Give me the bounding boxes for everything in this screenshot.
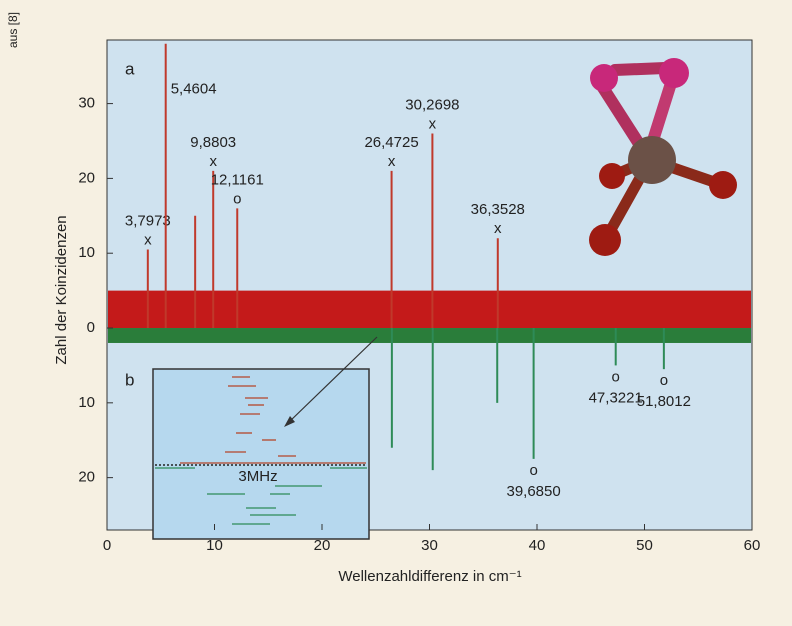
panel-label: a <box>125 59 135 78</box>
value-label: 36,3528 <box>471 201 525 218</box>
x-tick-label: 30 <box>421 537 438 554</box>
peak-marker: o <box>233 190 241 207</box>
y-tick-label: 10 <box>78 394 95 411</box>
peak-marker: o <box>660 372 668 389</box>
value-label: 12,1161 <box>211 171 264 188</box>
peak-marker: x <box>494 220 502 237</box>
peak-marker: o <box>529 462 537 479</box>
value-label: 9,8803 <box>190 134 236 151</box>
y-tick-label: 0 <box>87 319 95 336</box>
figure: 3MHz aus [8] a b Wellenzahldifferenz in … <box>0 0 792 626</box>
noise-band <box>108 328 751 343</box>
value-label: 51,8012 <box>637 393 691 410</box>
x-tick-label: 10 <box>206 537 223 554</box>
x-tick-label: 60 <box>744 537 761 554</box>
page: {"chart_data": { "type": "spectrum", "so… <box>0 0 792 626</box>
value-label: 47,3221 <box>589 389 643 406</box>
y-axis-label: Zahl der Koinzidenzen <box>53 215 70 364</box>
peak-marker: x <box>388 153 396 170</box>
peak-marker: o <box>612 368 620 385</box>
y-tick-label: 10 <box>78 244 95 261</box>
peak-marker: x <box>144 231 152 248</box>
y-tick-label: 20 <box>78 469 95 486</box>
value-label: 3,7973 <box>125 212 171 229</box>
x-tick-label: 20 <box>314 537 331 554</box>
peak-marker: x <box>209 153 217 170</box>
value-label: 26,4725 <box>364 134 418 151</box>
inset-label: 3MHz <box>238 468 277 485</box>
x-axis-label: Wellenzahldifferenz in cm⁻¹ <box>338 568 521 585</box>
x-tick-label: 0 <box>103 537 111 554</box>
y-tick-label: 30 <box>78 95 95 112</box>
panel-label: b <box>125 370 134 389</box>
y-tick-label: 20 <box>78 169 95 186</box>
value-label: 39,6850 <box>506 483 560 500</box>
noise-band <box>108 291 751 328</box>
peak-marker: x <box>429 115 437 132</box>
x-tick-label: 50 <box>636 537 653 554</box>
source-note: aus [8] <box>6 12 20 48</box>
value-label: 30,2698 <box>405 96 459 113</box>
value-label: 5,4604 <box>171 81 217 98</box>
plot-layer <box>108 291 751 343</box>
x-tick-label: 40 <box>529 537 546 554</box>
